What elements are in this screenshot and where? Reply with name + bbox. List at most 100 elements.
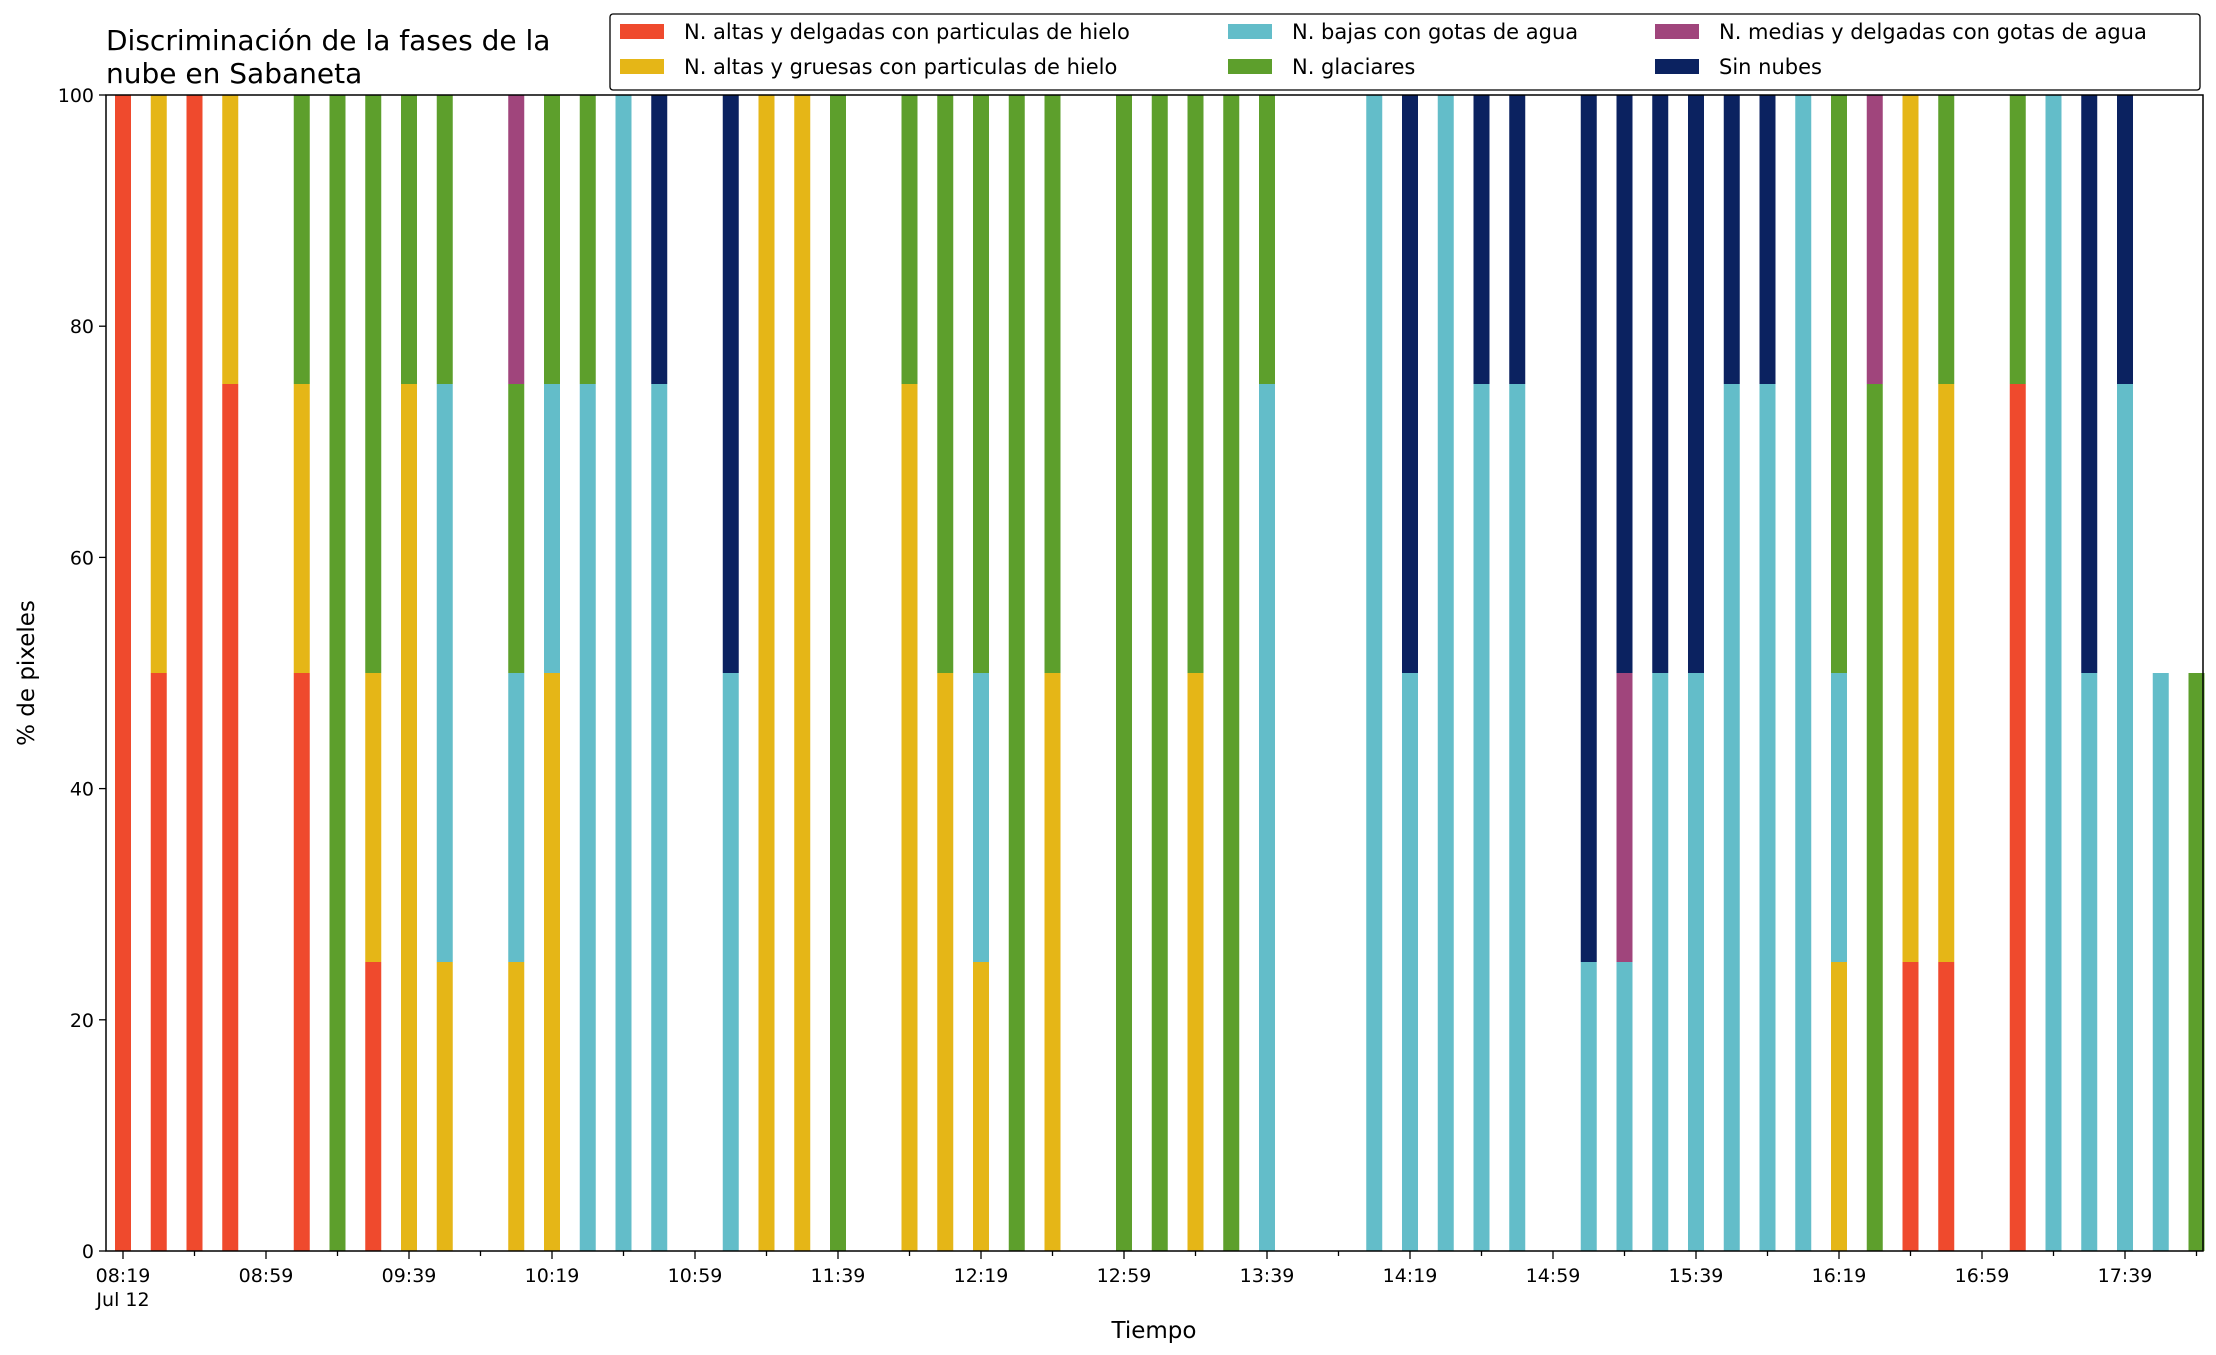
- bar-segment: [1688, 673, 1704, 1251]
- legend-label: N. altas y gruesas con particulas de hie…: [684, 55, 1117, 79]
- bar-segment: [1259, 95, 1275, 384]
- bar-segment: [1938, 95, 1955, 384]
- bar-segment: [365, 673, 382, 962]
- x-axis: 08:19 Jul 12 08:59 09:39 10:19 10:59 11:39 12:1…: [95, 1251, 2198, 1311]
- y-tick-label: 80: [70, 316, 94, 338]
- bar-segment: [2081, 673, 2098, 1251]
- bar-segment: [1008, 95, 1025, 1251]
- bar-segment: [1759, 384, 1776, 1251]
- bar-segment: [1723, 384, 1740, 1251]
- bar-segment: [1795, 95, 1812, 1251]
- bar-segment: [544, 95, 560, 384]
- bar-segment: [901, 384, 918, 1251]
- bar-segment: [615, 95, 632, 1251]
- x-tick-label: 16:19: [1812, 1265, 1867, 1287]
- bar-segment: [1902, 962, 1919, 1251]
- x-tick-label: 12:19: [954, 1265, 1009, 1287]
- bar-segment: [329, 95, 346, 1251]
- x-tick-label: 10:59: [668, 1265, 723, 1287]
- bar-segment: [1437, 95, 1454, 1251]
- bar-segment: [901, 95, 918, 384]
- bar-segment: [436, 962, 453, 1251]
- bar-segment: [794, 95, 811, 1251]
- bar-segment: [2152, 673, 2169, 1251]
- bar-segment: [830, 95, 846, 1251]
- bar-segment: [2009, 95, 2026, 384]
- bar-segment: [293, 95, 310, 384]
- y-tick-label: 0: [82, 1241, 94, 1263]
- x-tick-label: 14:59: [1526, 1265, 1581, 1287]
- x-tick-label: 13:39: [1240, 1265, 1295, 1287]
- chart-title: Discriminación de la fases de la nube en …: [106, 24, 550, 90]
- bar-segment: [401, 384, 417, 1251]
- bar-segment: [150, 673, 167, 1251]
- legend: N. altas y delgadas con particulas de hi…: [609, 13, 2201, 91]
- plot-area: [105, 94, 2204, 1252]
- bar-segment: [293, 384, 310, 673]
- bar-segment: [1259, 384, 1275, 1251]
- bar-segment: [1402, 95, 1418, 673]
- bar-segment: [544, 673, 560, 1251]
- bar-segment: [579, 384, 596, 1251]
- x-axis-label: Tiempo: [1111, 1318, 1197, 1344]
- bar-segment: [1938, 962, 1955, 1251]
- x-tick-label: 11:39: [811, 1265, 866, 1287]
- x-tick-label: 15:39: [1669, 1265, 1724, 1287]
- legend-box: [609, 13, 2201, 91]
- y-tick-label: 40: [70, 779, 94, 801]
- bar-segment: [1187, 673, 1204, 1251]
- bar-segment: [1831, 673, 1847, 962]
- bar-segment: [1902, 95, 1919, 962]
- legend-label: N. glaciares: [1292, 55, 1415, 79]
- y-tick-label: 20: [70, 1010, 94, 1032]
- bar-segment: [973, 673, 989, 962]
- bar-segment: [1509, 384, 1526, 1251]
- bar-segment: [508, 384, 525, 673]
- bar-segment: [1044, 95, 1061, 673]
- bar-segment: [401, 95, 417, 384]
- bar-segment: [365, 95, 382, 673]
- y-axis: 0 20 40 60 80 100: [58, 85, 106, 1263]
- bar-segment: [115, 95, 131, 1251]
- bar-segment: [1187, 95, 1204, 673]
- legend-swatch: [1228, 59, 1272, 74]
- legend-label: N. altas y delgadas con particulas de hi…: [684, 20, 1130, 44]
- bar-segment: [1759, 95, 1776, 384]
- bar-segment: [508, 673, 525, 962]
- bar-segment: [436, 95, 453, 384]
- bar-segment: [651, 95, 668, 384]
- x-tick-label: 17:39: [2098, 1265, 2153, 1287]
- chart-title-line: Discriminación de la fases de la: [106, 24, 550, 57]
- bar-segment: [1223, 95, 1240, 1251]
- bar-segment: [1831, 962, 1847, 1251]
- bar-segment: [1366, 95, 1383, 1251]
- bar-segment: [508, 962, 525, 1251]
- bar-segment: [937, 673, 954, 1251]
- bar-segment: [150, 95, 167, 673]
- bar-segment: [722, 95, 739, 673]
- bar-segment: [2188, 673, 2205, 1251]
- bar-segment: [2117, 95, 2133, 384]
- x-tick-label: 09:39: [382, 1265, 437, 1287]
- y-axis-label: % de pixeles: [14, 600, 40, 746]
- bar-segment: [2045, 95, 2062, 1251]
- bar-segment: [222, 95, 239, 384]
- x-tick-label: 08:19 Jul 12: [95, 1265, 150, 1311]
- x-tick-label: 08:59: [239, 1265, 294, 1287]
- bar-segment: [758, 95, 775, 1251]
- x-tick-label: 12:59: [1097, 1265, 1152, 1287]
- bar-segment: [1652, 95, 1669, 673]
- bar-segment: [1580, 95, 1597, 962]
- y-tick-label: 100: [58, 85, 94, 107]
- bar-segment: [1831, 95, 1847, 673]
- bar-segment: [973, 95, 989, 673]
- x-tick-label: 16:59: [1955, 1265, 2010, 1287]
- bar-segment: [1938, 384, 1955, 962]
- legend-label: N. medias y delgadas con gotas de agua: [1719, 20, 2147, 44]
- y-tick-label: 60: [70, 547, 94, 569]
- bar-segment: [1473, 384, 1490, 1251]
- legend-label: Sin nubes: [1719, 55, 1822, 79]
- bar-segment: [436, 384, 453, 962]
- bar-segment: [1151, 95, 1168, 1251]
